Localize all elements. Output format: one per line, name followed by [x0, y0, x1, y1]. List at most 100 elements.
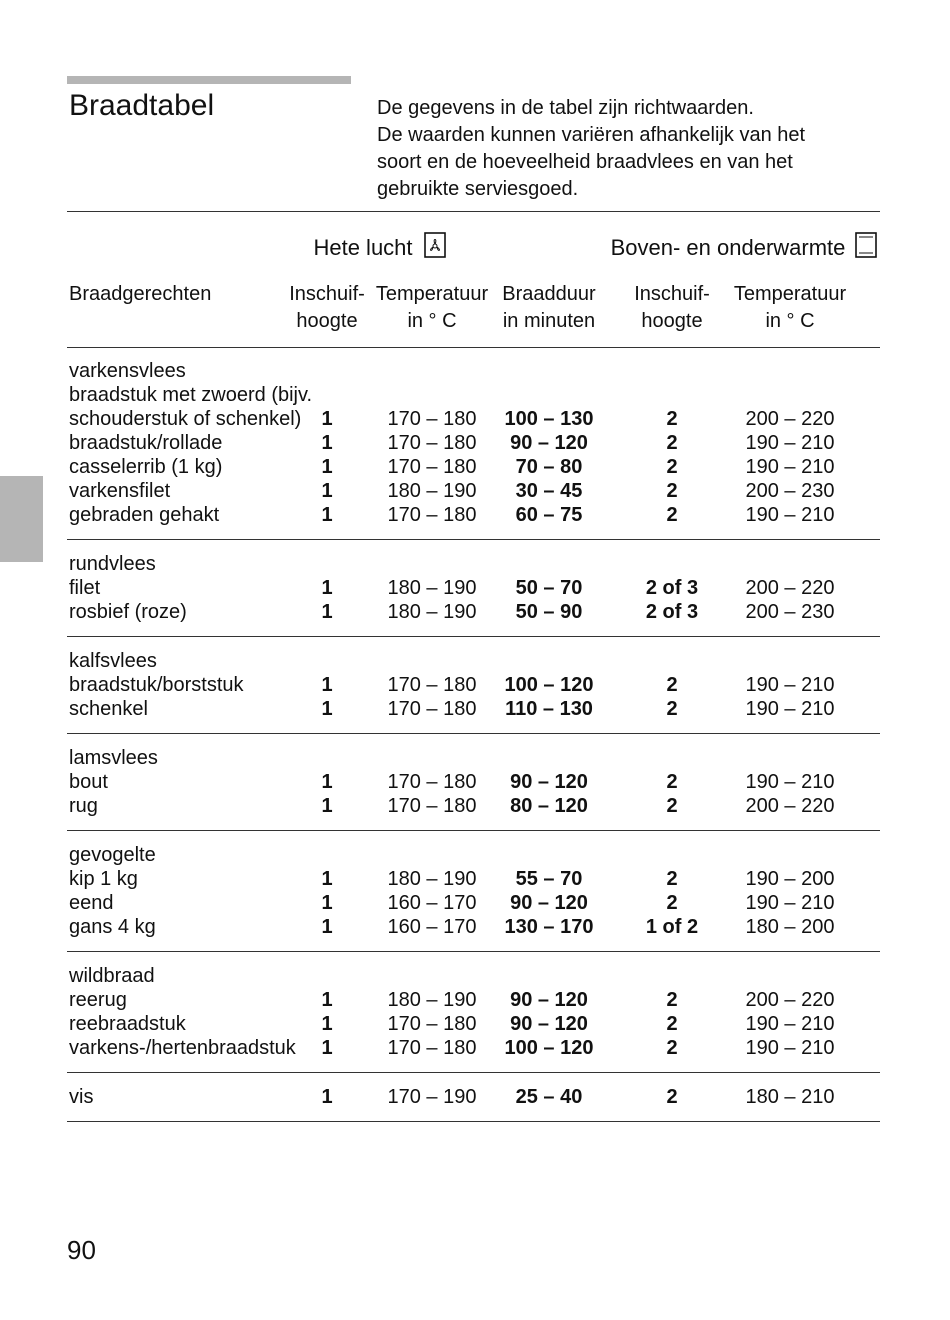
- cell: 30 – 45: [515, 480, 583, 502]
- cell: 110 – 130: [505, 698, 593, 720]
- cell: 190 – 210: [745, 892, 835, 914]
- section-name: vis: [69, 1086, 94, 1108]
- cell: 190 – 210: [745, 698, 835, 720]
- column-header: Inschuif-: [634, 283, 710, 305]
- cell: 200 – 230: [745, 601, 835, 623]
- cell: 1: [321, 1086, 333, 1108]
- column-header: in ° C: [407, 310, 457, 332]
- cell: 170 – 180: [387, 795, 477, 817]
- cell: 2: [666, 408, 678, 430]
- cell: 170 – 180: [387, 1013, 477, 1035]
- row-label: filet: [69, 577, 101, 599]
- section-rule: [67, 1121, 880, 1122]
- cell: 170 – 190: [387, 1086, 477, 1108]
- column-header: Inschuif-: [289, 283, 365, 305]
- column-header: hoogte: [641, 310, 703, 332]
- cell: 1: [321, 408, 333, 430]
- column-header: in minuten: [502, 310, 596, 332]
- cell: 2: [666, 892, 678, 914]
- column-header: in ° C: [765, 310, 815, 332]
- cell: 70 – 80: [515, 456, 583, 478]
- row-label: gebraden gehakt: [69, 504, 220, 526]
- cell: 170 – 180: [387, 432, 477, 454]
- row-label: rug: [69, 795, 98, 817]
- row-label: braadstuk met zwoerd (bijv. schouderstuk…: [69, 384, 313, 430]
- section-name: rundvlees: [69, 553, 156, 575]
- cell: 2: [666, 480, 678, 502]
- cell: 190 – 210: [745, 674, 835, 696]
- row-label: bout: [69, 771, 108, 793]
- section-rule: [67, 830, 880, 831]
- row-label: reebraadstuk: [69, 1013, 186, 1035]
- group-header: Hete lucht: [313, 235, 413, 260]
- cell: 90 – 120: [510, 432, 588, 454]
- cell: 2 of 3: [645, 577, 699, 599]
- cell: 130 – 170: [504, 916, 594, 938]
- cell: 190 – 210: [745, 456, 835, 478]
- cell: 50 – 90: [515, 601, 583, 623]
- cell: 200 – 220: [745, 989, 835, 1011]
- cell: 1: [321, 795, 333, 817]
- cell: 200 – 220: [745, 408, 835, 430]
- cell: 190 – 210: [745, 1037, 835, 1059]
- cell: 90 – 120: [510, 989, 588, 1011]
- row-label: casselerrib (1 kg): [69, 456, 223, 478]
- cell: 2: [666, 504, 678, 526]
- section-name: gevogelte: [69, 844, 156, 866]
- cell: 1: [321, 989, 333, 1011]
- cell: 2: [666, 698, 678, 720]
- row-label: kip 1 kg: [69, 868, 138, 890]
- cell: 190 – 210: [745, 771, 835, 793]
- cell: 100 – 120: [504, 674, 594, 696]
- cell: 1: [321, 916, 333, 938]
- cell: 190 – 210: [745, 432, 835, 454]
- cell: 2: [666, 1037, 678, 1059]
- section-rule: [67, 636, 880, 637]
- section-name: varkensvlees: [69, 360, 186, 382]
- cell: 2: [666, 432, 678, 454]
- cell: 180 – 190: [387, 989, 477, 1011]
- cell: 170 – 180: [387, 1037, 477, 1059]
- cell: 1: [321, 868, 333, 890]
- cell: 100 – 130: [504, 408, 594, 430]
- cell: 1: [321, 1037, 333, 1059]
- cell: 2: [666, 1086, 678, 1108]
- cell: 55 – 70: [515, 868, 583, 890]
- cell: 1: [321, 504, 333, 526]
- cell: 2: [666, 674, 678, 696]
- cell: 160 – 170: [387, 916, 477, 938]
- cell: 180 – 210: [745, 1086, 835, 1108]
- cell: 90 – 120: [510, 1013, 588, 1035]
- cell: 170 – 180: [387, 408, 477, 430]
- intro-line: gebruikte serviesgoed.: [377, 178, 579, 200]
- cell: 1: [321, 456, 333, 478]
- cell: 170 – 180: [387, 771, 477, 793]
- title: Braadtabel: [69, 89, 215, 122]
- cell: 1: [321, 480, 333, 502]
- row-label: gans 4 kg: [69, 916, 156, 938]
- cell: 180 – 200: [745, 916, 835, 938]
- section-rule: [67, 733, 880, 734]
- hot-air-icon: [424, 232, 446, 258]
- row-label: reerug: [69, 989, 127, 1011]
- cell: 80 – 120: [510, 795, 588, 817]
- section-name: wildbraad: [69, 965, 155, 987]
- intro-line: soort en de hoeveelheid braadvlees en va…: [377, 151, 793, 173]
- cell: 180 – 190: [387, 480, 477, 502]
- column-header: Braadduur: [502, 283, 596, 305]
- title-bar: [67, 76, 351, 84]
- cell: 200 – 220: [745, 795, 835, 817]
- cell: 1: [321, 577, 333, 599]
- column-header: hoogte: [296, 310, 358, 332]
- rule: [67, 211, 880, 212]
- section-name: kalfsvlees: [69, 650, 157, 672]
- group-header: Boven- en onderwarmte: [610, 235, 846, 260]
- cell: 2: [666, 771, 678, 793]
- cell: 1 of 2: [645, 916, 699, 938]
- cell: 1: [321, 432, 333, 454]
- cell: 1: [321, 1013, 333, 1035]
- cell: 190 – 210: [745, 504, 835, 526]
- intro-line: De gegevens in de tabel zijn richtwaarde…: [377, 97, 754, 119]
- cell: 170 – 180: [387, 504, 477, 526]
